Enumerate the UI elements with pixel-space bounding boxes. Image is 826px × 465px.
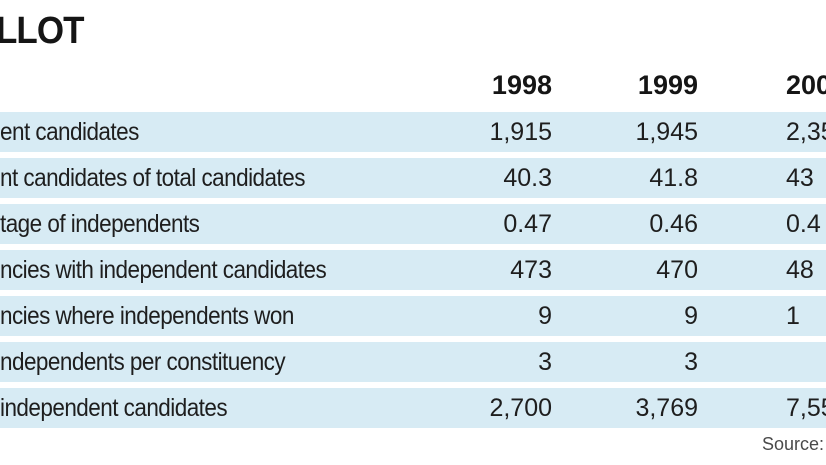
data-table-body: ent candidates 1,915 1,945 2,35 nt candi… [0, 112, 826, 434]
row-label: tage of independents [0, 210, 200, 238]
cell-200x: 1 [786, 302, 800, 330]
cell-1998: 473 [510, 256, 552, 284]
row-label: ndependents per constituency [0, 348, 286, 376]
column-header-1999: 1999 [637, 70, 698, 100]
table-title: LLOT [0, 10, 85, 52]
cell-1999: 41.8 [649, 164, 698, 192]
table-row: tage of independents 0.47 0.46 0.4 [0, 204, 826, 244]
source-note: Source: [762, 434, 825, 454]
row-label: ncies where independents won [0, 302, 294, 330]
table-row: nt candidates of total candidates 40.3 4… [0, 158, 826, 198]
row-label: independent candidates [0, 394, 228, 422]
row-label: ent candidates [0, 118, 139, 146]
cell-1998: 0.47 [503, 210, 552, 238]
column-header-1998: 1998 [491, 70, 552, 100]
cell-1998: 1,915 [489, 118, 552, 146]
cell-1999: 3 [684, 348, 698, 376]
table-row: ncies where independents won 9 9 1 [0, 296, 826, 336]
cell-1999: 470 [656, 256, 698, 284]
cell-1998: 2,700 [489, 394, 552, 422]
row-label: ncies with independent candidates [0, 256, 327, 284]
column-header-row: 1998 1999 200 [0, 66, 826, 106]
cell-1999: 3,769 [635, 394, 698, 422]
cell-1998: 9 [538, 302, 552, 330]
table-row: independent candidates 2,700 3,769 7,55 [0, 388, 826, 428]
table-row: ncies with independent candidates 473 47… [0, 250, 826, 290]
cell-1998: 40.3 [503, 164, 552, 192]
cell-200x: 2,35 [786, 118, 826, 146]
cell-200x: 43 [786, 164, 814, 192]
cell-1999: 0.46 [649, 210, 698, 238]
table-row: ent candidates 1,915 1,945 2,35 [0, 112, 826, 152]
row-label: nt candidates of total candidates [0, 164, 305, 192]
table-row: ndependents per constituency 3 3 [0, 342, 826, 382]
cell-200x: 0.4 [786, 210, 821, 238]
column-header-200x: 200 [786, 70, 826, 100]
cell-200x: 48 [786, 256, 814, 284]
cell-1999: 1,945 [635, 118, 698, 146]
cell-200x: 7,55 [786, 394, 826, 422]
cell-1998: 3 [538, 348, 552, 376]
cell-1999: 9 [684, 302, 698, 330]
